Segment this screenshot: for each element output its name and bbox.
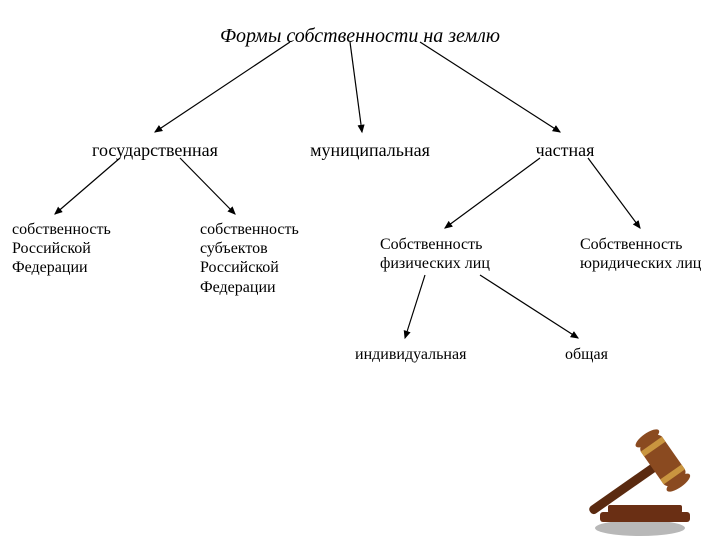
node-individuals-ownership: Собственность физических лиц — [380, 235, 490, 273]
node-private: частная — [365, 140, 720, 162]
node-legal-entities-ownership: Собственность юридических лиц — [580, 235, 701, 273]
node-common: общая — [565, 345, 608, 364]
node-rf-ownership: собственность Российской Федерации — [12, 220, 111, 278]
gavel-icon — [560, 420, 710, 540]
node-individual: индивидуальная — [355, 345, 466, 364]
diagram-title: Формы собственности на землю — [160, 24, 560, 48]
node-subjects-ownership: собственность субъектов Российской Федер… — [200, 220, 299, 297]
